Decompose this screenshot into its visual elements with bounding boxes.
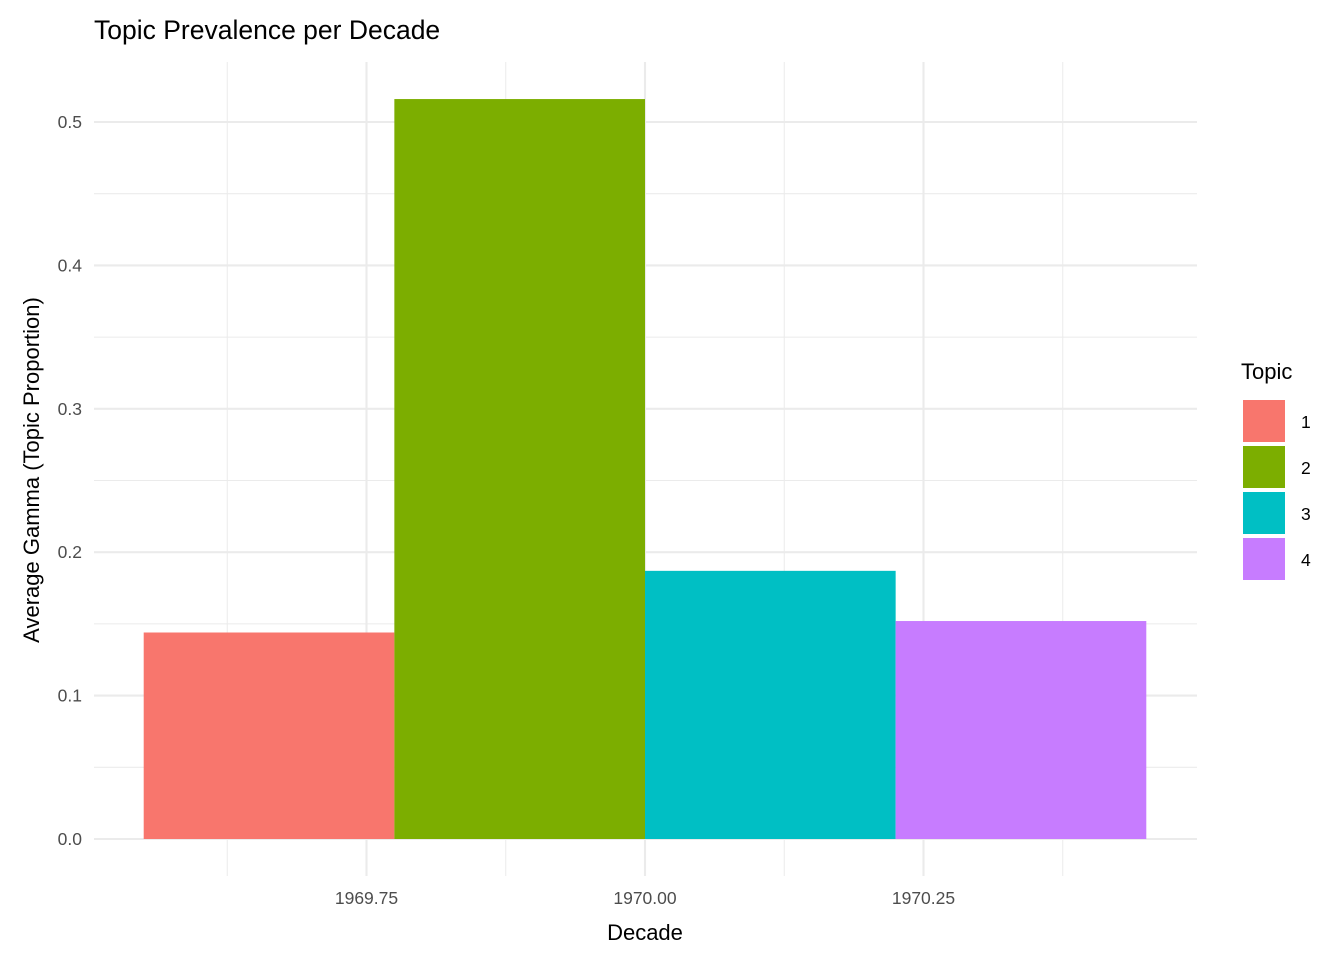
legend-label-topic-4: 4 — [1301, 550, 1311, 570]
y-tick-label: 0.5 — [58, 112, 82, 132]
bar-topic-3 — [645, 570, 896, 839]
bar-topic-1 — [143, 632, 395, 839]
y-tick-label: 0.1 — [58, 686, 82, 706]
y-axis-title: Average Gamma (Topic Proportion) — [19, 297, 44, 643]
legend-swatch-topic-2 — [1243, 446, 1285, 488]
y-axis-ticks: 0.0 0.1 0.2 0.3 0.4 0.5 — [58, 112, 83, 849]
x-tick-label: 1969.75 — [335, 888, 398, 908]
legend-label-topic-2: 2 — [1301, 458, 1311, 478]
chart-title: Topic Prevalence per Decade — [94, 15, 440, 45]
x-axis-ticks: 1969.75 1970.00 1970.25 — [335, 888, 955, 908]
y-tick-label: 0.2 — [58, 542, 82, 562]
legend-label-topic-1: 1 — [1301, 412, 1311, 432]
y-tick-label: 0.4 — [58, 255, 83, 275]
x-axis-title: Decade — [607, 920, 683, 945]
legend-swatch-topic-1 — [1243, 400, 1285, 442]
legend-swatch-topic-4 — [1243, 538, 1285, 580]
legend-entries: 1 2 3 4 — [1243, 400, 1311, 580]
legend-swatch-topic-3 — [1243, 492, 1285, 534]
bar-topic-2 — [394, 99, 645, 839]
x-tick-label: 1970.25 — [892, 888, 955, 908]
legend-label-topic-3: 3 — [1301, 504, 1311, 524]
x-tick-label: 1970.00 — [613, 888, 677, 908]
legend: Topic 1 2 3 4 — [1241, 359, 1311, 580]
y-tick-label: 0.3 — [58, 399, 82, 419]
bars — [143, 99, 1147, 839]
bar-topic-4 — [895, 621, 1147, 839]
y-tick-label: 0.0 — [58, 829, 83, 849]
legend-title: Topic — [1241, 359, 1292, 384]
